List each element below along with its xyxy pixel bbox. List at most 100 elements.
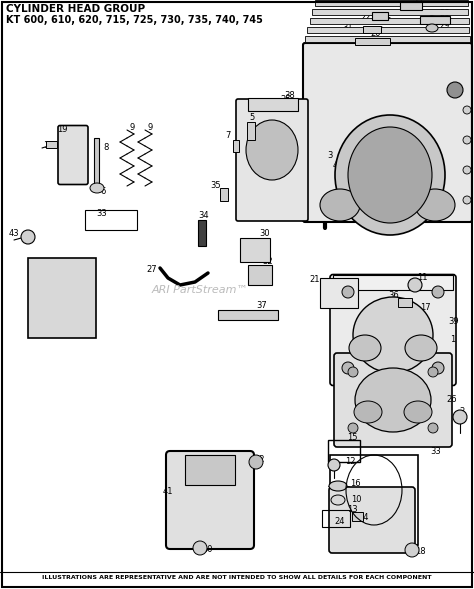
Text: 13: 13 — [346, 505, 357, 515]
Ellipse shape — [426, 24, 438, 32]
Ellipse shape — [331, 495, 345, 505]
Ellipse shape — [432, 362, 444, 374]
Text: 5: 5 — [249, 114, 255, 123]
Ellipse shape — [463, 106, 471, 114]
Ellipse shape — [342, 286, 354, 298]
Text: 9: 9 — [129, 124, 135, 133]
Ellipse shape — [342, 362, 354, 374]
Ellipse shape — [408, 278, 422, 292]
Text: 9: 9 — [147, 124, 153, 133]
Bar — [398, 298, 412, 307]
Text: 27: 27 — [146, 266, 157, 274]
Ellipse shape — [405, 543, 419, 557]
Text: ILLUSTRATIONS ARE REPRESENTATIVE AND ARE NOT INTENDED TO SHOW ALL DETAILS FOR EA: ILLUSTRATIONS ARE REPRESENTATIVE AND ARE… — [42, 575, 432, 580]
Text: 32: 32 — [263, 257, 273, 266]
Ellipse shape — [355, 368, 431, 432]
Text: CYLINDER HEAD GROUP: CYLINDER HEAD GROUP — [6, 4, 145, 14]
Text: 41: 41 — [163, 488, 173, 497]
Bar — [312, 9, 468, 15]
Ellipse shape — [328, 459, 340, 471]
Bar — [233, 140, 239, 152]
Text: 14: 14 — [358, 514, 368, 522]
FancyBboxPatch shape — [58, 125, 88, 184]
Text: 17: 17 — [419, 303, 430, 313]
Ellipse shape — [249, 455, 263, 469]
Text: 6: 6 — [100, 187, 106, 196]
Text: 39: 39 — [449, 317, 459, 326]
Ellipse shape — [354, 401, 382, 423]
Text: 3: 3 — [328, 151, 333, 160]
Text: 19: 19 — [57, 125, 67, 134]
Text: 1: 1 — [450, 336, 456, 345]
Ellipse shape — [329, 481, 347, 491]
Text: 7: 7 — [225, 131, 231, 140]
FancyBboxPatch shape — [166, 451, 254, 549]
Bar — [220, 188, 228, 201]
Bar — [372, 12, 388, 20]
Bar — [320, 278, 358, 308]
Bar — [305, 36, 470, 42]
Text: 35: 35 — [210, 180, 221, 190]
Ellipse shape — [447, 82, 463, 98]
Bar — [333, 275, 453, 290]
Text: ARI PartStream™: ARI PartStream™ — [152, 285, 248, 295]
Text: 31: 31 — [343, 24, 353, 32]
Text: 16: 16 — [350, 478, 360, 488]
Bar — [328, 440, 360, 462]
Text: 12: 12 — [345, 458, 355, 466]
Bar — [315, 0, 468, 6]
Text: 33: 33 — [97, 209, 108, 217]
Text: 21: 21 — [310, 276, 320, 284]
Text: 2: 2 — [459, 408, 465, 416]
Text: KT 600, 610, 620, 715, 725, 730, 735, 740, 745: KT 600, 610, 620, 715, 725, 730, 735, 74… — [6, 15, 263, 25]
Text: 11: 11 — [417, 273, 427, 283]
Bar — [341, 148, 359, 162]
Ellipse shape — [349, 335, 381, 361]
Text: 22: 22 — [361, 14, 371, 22]
Ellipse shape — [348, 423, 358, 433]
Bar — [352, 512, 363, 521]
Text: 18: 18 — [415, 548, 425, 557]
Ellipse shape — [463, 196, 471, 204]
Text: 28: 28 — [440, 9, 450, 18]
Bar — [248, 265, 272, 285]
FancyBboxPatch shape — [303, 43, 472, 222]
Ellipse shape — [320, 189, 360, 221]
Text: 37: 37 — [256, 302, 267, 310]
Text: 4: 4 — [332, 160, 337, 170]
Bar — [28, 258, 96, 338]
Text: 20: 20 — [371, 29, 381, 38]
Text: 18: 18 — [43, 141, 53, 150]
Text: 26: 26 — [447, 395, 457, 405]
Bar — [94, 138, 99, 186]
Bar — [185, 455, 235, 485]
Text: 30: 30 — [260, 230, 270, 239]
Text: 10: 10 — [351, 495, 361, 505]
Bar — [240, 238, 270, 262]
Text: 43: 43 — [9, 230, 19, 239]
Ellipse shape — [348, 367, 358, 377]
Ellipse shape — [246, 120, 298, 180]
FancyBboxPatch shape — [236, 99, 308, 221]
Ellipse shape — [463, 136, 471, 144]
Ellipse shape — [405, 335, 437, 361]
Text: 40: 40 — [203, 545, 213, 554]
Ellipse shape — [335, 115, 445, 235]
Ellipse shape — [415, 189, 455, 221]
Bar — [420, 16, 450, 24]
Ellipse shape — [428, 367, 438, 377]
Ellipse shape — [90, 183, 104, 193]
Bar — [330, 455, 418, 545]
Text: 29: 29 — [440, 22, 450, 31]
Bar — [400, 2, 422, 10]
Text: 24: 24 — [335, 518, 345, 527]
Ellipse shape — [432, 286, 444, 298]
Ellipse shape — [453, 410, 467, 424]
Bar — [198, 220, 206, 246]
Text: 25: 25 — [281, 95, 291, 104]
Text: 15: 15 — [347, 434, 357, 442]
Text: 42: 42 — [255, 455, 265, 464]
Bar — [363, 26, 381, 33]
Bar — [322, 510, 350, 527]
Bar — [247, 122, 255, 140]
